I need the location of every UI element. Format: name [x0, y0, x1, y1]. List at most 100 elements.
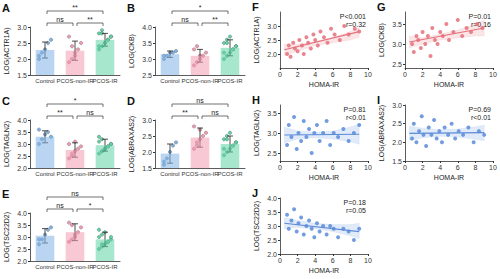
svg-text:r<0.01: r<0.01: [471, 114, 491, 121]
svg-text:3.5: 3.5: [392, 21, 402, 28]
svg-text:I: I: [377, 94, 380, 106]
svg-text:PCOS-non-IR: PCOS-non-IR: [181, 78, 219, 84]
svg-text:2.5: 2.5: [142, 72, 152, 79]
svg-text:8: 8: [473, 71, 477, 78]
svg-text:3.5: 3.5: [17, 222, 27, 229]
svg-text:1.5: 1.5: [392, 158, 402, 165]
svg-text:ns: ns: [86, 109, 94, 116]
svg-text:LOG(TAGLN2): LOG(TAGLN2): [253, 110, 261, 156]
svg-text:P=0.69: P=0.69: [469, 106, 491, 113]
svg-text:E: E: [2, 188, 9, 200]
svg-text:Control: Control: [160, 171, 179, 177]
svg-text:2.0: 2.0: [392, 139, 402, 146]
svg-text:HOMA-IR: HOMA-IR: [309, 267, 339, 274]
svg-text:Control: Control: [35, 171, 54, 177]
svg-text:2.5: 2.5: [17, 246, 27, 253]
svg-text:3.0: 3.0: [17, 24, 27, 31]
svg-text:4.0: 4.0: [17, 210, 27, 217]
svg-text:4: 4: [313, 71, 317, 78]
svg-text:6: 6: [331, 164, 335, 171]
svg-text:ns: ns: [181, 16, 189, 23]
svg-text:HOMA-IR: HOMA-IR: [434, 81, 464, 88]
svg-text:2.5: 2.5: [267, 150, 277, 157]
svg-text:0: 0: [278, 71, 282, 78]
svg-text:r=0.05: r=0.05: [346, 207, 366, 214]
svg-text:ns: ns: [71, 190, 79, 197]
svg-text:LOG(TSC22D2): LOG(TSC22D2): [3, 212, 11, 262]
svg-text:3.5: 3.5: [267, 209, 277, 216]
svg-text:1.5: 1.5: [17, 72, 27, 79]
svg-text:4.0: 4.0: [142, 24, 152, 31]
svg-text:**: **: [212, 16, 218, 23]
svg-text:Control: Control: [35, 264, 54, 270]
svg-text:LOG(ABRAXAS2): LOG(ABRAXAS2): [378, 105, 386, 161]
svg-text:8: 8: [348, 164, 352, 171]
svg-text:LOG(CKB): LOG(CKB): [378, 23, 386, 57]
svg-text:r<0.01: r<0.01: [346, 114, 366, 121]
svg-text:Control: Control: [35, 78, 54, 84]
svg-text:10: 10: [364, 164, 372, 171]
svg-text:2: 2: [421, 164, 425, 171]
svg-text:0: 0: [403, 71, 407, 78]
svg-text:3.0: 3.0: [17, 234, 27, 241]
svg-text:LOG(ACTR1A): LOG(ACTR1A): [3, 27, 11, 74]
svg-text:3.0: 3.0: [392, 102, 402, 109]
svg-text:2.0: 2.0: [17, 258, 27, 265]
svg-text:P=0.18: P=0.18: [344, 199, 366, 206]
svg-text:4: 4: [438, 164, 442, 171]
svg-text:4: 4: [313, 257, 317, 264]
svg-text:PCOS-IR: PCOS-IR: [217, 78, 243, 84]
svg-text:PCOS-non-IR: PCOS-non-IR: [56, 78, 94, 84]
svg-text:C: C: [2, 95, 10, 107]
svg-text:2: 2: [296, 164, 300, 171]
svg-text:8: 8: [473, 164, 477, 171]
svg-text:3.5: 3.5: [142, 40, 152, 47]
svg-text:10: 10: [489, 164, 497, 171]
svg-text:2.5: 2.5: [267, 37, 277, 44]
svg-text:3.5: 3.5: [267, 110, 277, 117]
svg-text:LOG(ABRAXAS2): LOG(ABRAXAS2): [128, 116, 136, 172]
svg-text:P=0.81: P=0.81: [344, 106, 366, 113]
svg-text:PCOS-IR: PCOS-IR: [217, 171, 243, 177]
svg-text:0: 0: [278, 257, 282, 264]
svg-text:4.0: 4.0: [267, 195, 277, 202]
svg-text:8: 8: [348, 257, 352, 264]
svg-text:ns: ns: [211, 109, 219, 116]
svg-text:2.0: 2.0: [267, 251, 277, 258]
svg-text:3.0: 3.0: [142, 56, 152, 63]
svg-text:B: B: [127, 2, 135, 14]
svg-text:PCOS-non-IR: PCOS-non-IR: [56, 171, 94, 177]
svg-text:2.5: 2.5: [392, 61, 402, 68]
svg-text:4: 4: [313, 164, 317, 171]
svg-text:F: F: [252, 1, 259, 13]
svg-text:PCOS-IR: PCOS-IR: [92, 264, 118, 270]
svg-text:10: 10: [489, 71, 497, 78]
svg-text:2.0: 2.0: [267, 51, 277, 58]
svg-text:ns: ns: [56, 16, 64, 23]
svg-text:ns: ns: [56, 202, 64, 209]
svg-text:*: *: [89, 202, 92, 209]
svg-text:3.0: 3.0: [267, 23, 277, 30]
svg-text:2.0: 2.0: [17, 165, 27, 172]
svg-text:3.0: 3.0: [392, 41, 402, 48]
svg-text:10: 10: [364, 257, 372, 264]
svg-text:**: **: [87, 16, 93, 23]
svg-text:3.0: 3.0: [267, 130, 277, 137]
svg-text:A: A: [2, 2, 10, 14]
svg-text:2.5: 2.5: [267, 237, 277, 244]
svg-text:HOMA-IR: HOMA-IR: [309, 174, 339, 181]
svg-text:0: 0: [278, 164, 282, 171]
svg-text:**: **: [72, 4, 78, 11]
svg-text:H: H: [252, 94, 260, 106]
svg-text:2.5: 2.5: [392, 120, 402, 127]
svg-text:PCOS-non-IR: PCOS-non-IR: [56, 264, 94, 270]
svg-text:8: 8: [348, 71, 352, 78]
svg-text:2.0: 2.0: [142, 149, 152, 156]
svg-text:HOMA-IR: HOMA-IR: [434, 174, 464, 181]
svg-text:2.0: 2.0: [17, 56, 27, 63]
svg-text:P<0.001: P<0.001: [340, 13, 366, 20]
svg-text:HOMA-IR: HOMA-IR: [309, 81, 339, 88]
svg-text:**: **: [182, 109, 188, 116]
svg-text:J: J: [252, 187, 258, 199]
svg-text:0: 0: [403, 164, 407, 171]
